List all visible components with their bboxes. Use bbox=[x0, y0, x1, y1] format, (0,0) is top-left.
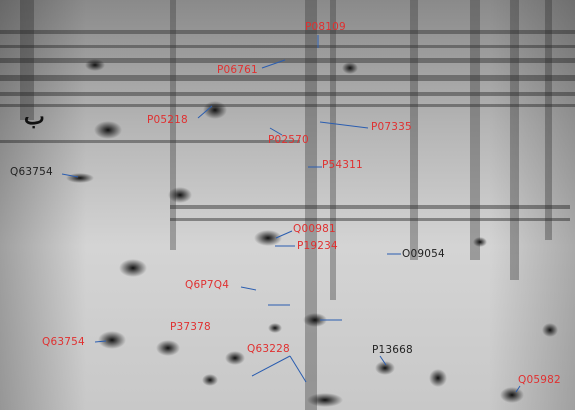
corner-mark: ب bbox=[24, 105, 45, 129]
protein-label: Q00981 bbox=[293, 223, 336, 235]
protein-label: P19234 bbox=[297, 240, 338, 252]
protein-label: Q05982 bbox=[518, 374, 561, 386]
protein-label: P13668 bbox=[372, 344, 413, 356]
protein-label: Q63754 bbox=[10, 166, 53, 178]
protein-label: O09054 bbox=[402, 248, 445, 260]
protein-label: P37378 bbox=[170, 321, 211, 333]
gel-image: ب P08109 P06761 P05218 P02570 P07335 Q63… bbox=[0, 0, 575, 410]
protein-label: Q63228 bbox=[247, 343, 290, 355]
protein-label: P06761 bbox=[217, 64, 258, 76]
protein-label: P08109 bbox=[305, 21, 346, 33]
protein-label: Q6P7Q4 bbox=[185, 279, 229, 291]
protein-label: P05218 bbox=[147, 114, 188, 126]
protein-label: P07335 bbox=[371, 121, 412, 133]
protein-label: P54311 bbox=[322, 159, 363, 171]
protein-label: Q63754 bbox=[42, 336, 85, 348]
protein-label: P02570 bbox=[268, 134, 309, 146]
